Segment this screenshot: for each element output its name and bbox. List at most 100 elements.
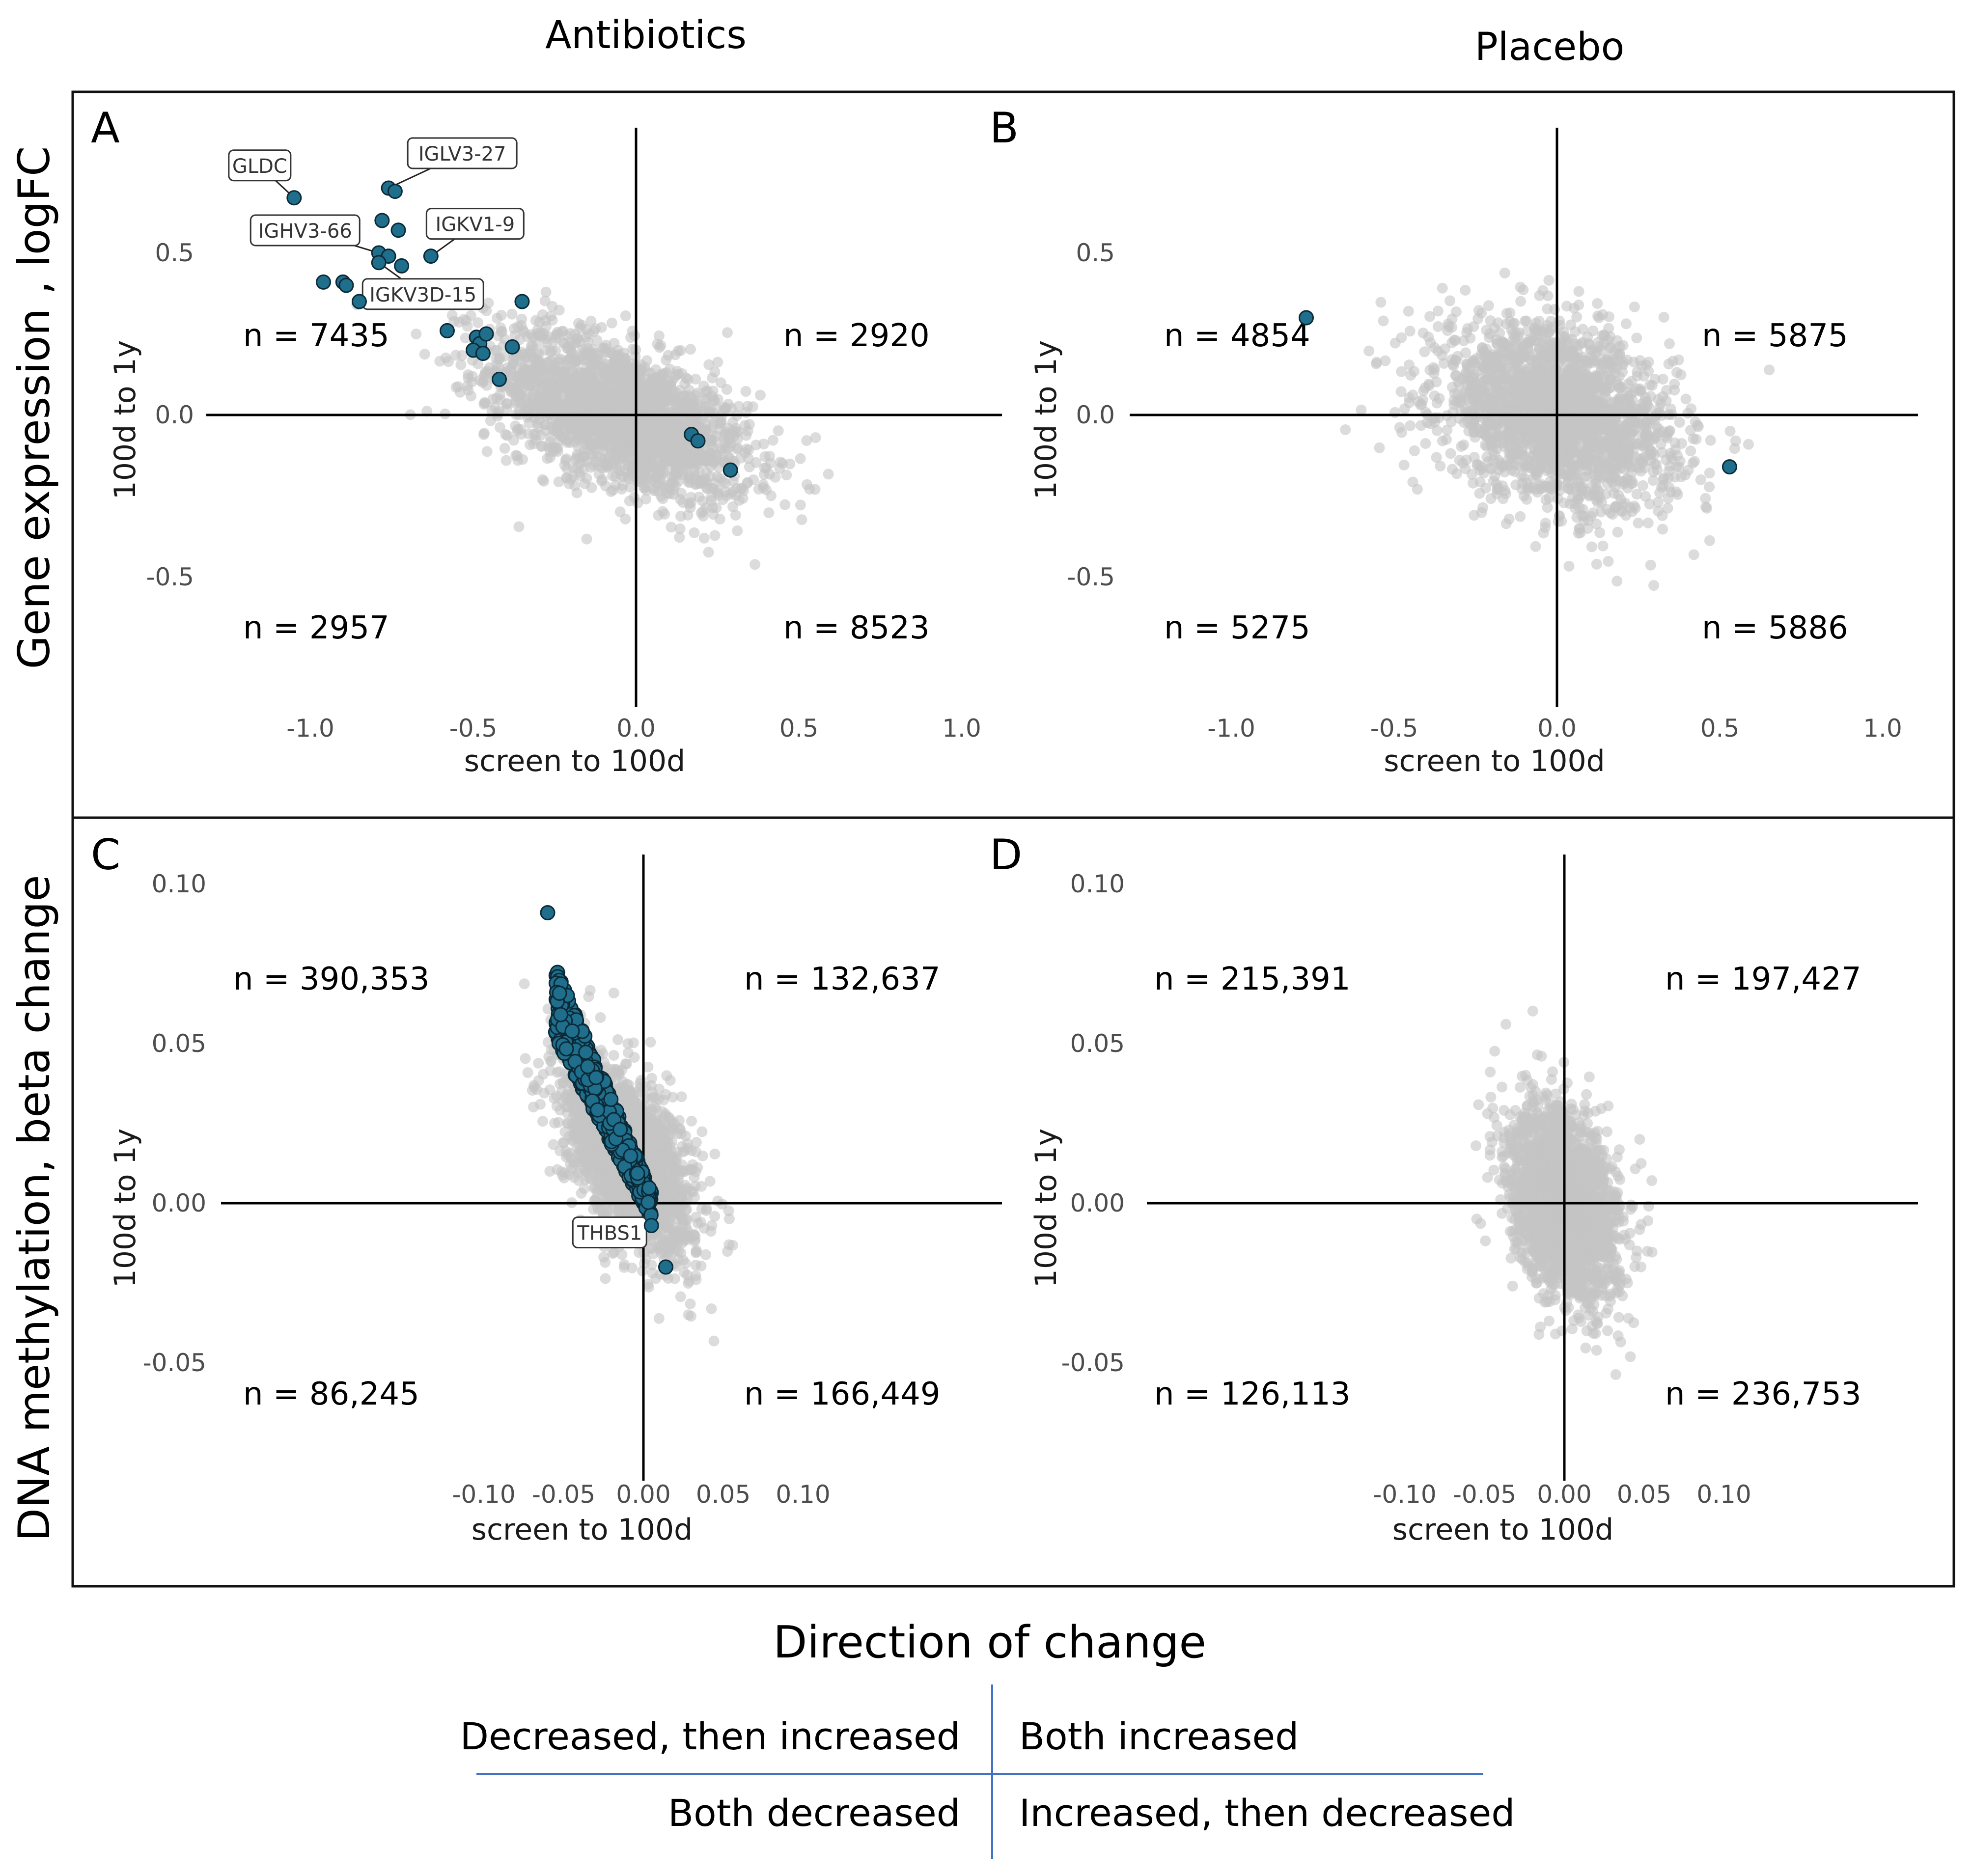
background-point [1585, 344, 1596, 356]
background-point [689, 527, 700, 538]
background-point [796, 514, 807, 525]
background-point [1546, 467, 1557, 478]
background-point [1468, 477, 1479, 489]
panel-b-x-tick-label: 0.0 [1537, 714, 1577, 743]
background-point [667, 416, 679, 428]
background-point [693, 399, 704, 410]
background-point [656, 443, 667, 454]
background-point [698, 532, 710, 544]
background-point [1592, 298, 1603, 309]
background-point [602, 460, 613, 471]
background-point [1686, 403, 1697, 414]
background-point [1700, 493, 1711, 504]
background-point [1603, 334, 1614, 346]
background-point [775, 456, 786, 468]
background-point [1730, 435, 1741, 446]
background-point [1573, 300, 1584, 310]
column-title-placebo: Placebo [1475, 25, 1625, 69]
background-point [632, 397, 643, 409]
background-point [1405, 420, 1416, 431]
panel-a-x-axis-label: screen to 100d [464, 744, 685, 778]
background-point [680, 452, 691, 463]
background-point [1515, 511, 1526, 522]
background-point [522, 1067, 533, 1078]
background-point [1688, 549, 1699, 560]
background-point [1650, 432, 1661, 443]
background-point [758, 439, 769, 450]
background-point [1586, 541, 1597, 552]
gene-label-iglv3-27: IGLV3-27 [418, 143, 506, 166]
highlighted-point [504, 339, 520, 355]
background-point [1607, 451, 1618, 463]
background-point [622, 471, 634, 483]
background-point [533, 402, 544, 413]
background-point [1705, 435, 1716, 446]
background-point [773, 425, 784, 437]
background-point [1616, 457, 1627, 469]
background-point [742, 478, 752, 489]
panel-a-y-tick-label: -0.5 [146, 563, 194, 591]
background-point [600, 388, 611, 399]
background-point [639, 482, 650, 494]
background-point [1534, 343, 1545, 355]
background-point [637, 387, 648, 399]
background-point [1562, 346, 1574, 357]
background-point [1614, 341, 1625, 352]
background-point [1607, 463, 1618, 474]
background-point [1637, 480, 1648, 491]
background-point [1550, 364, 1561, 376]
background-point [1564, 498, 1576, 510]
background-point [490, 353, 501, 364]
background-point [537, 474, 548, 485]
panel-a-x-tick-label: 0.0 [616, 714, 656, 743]
background-point [561, 453, 572, 465]
background-point [478, 429, 489, 440]
background-point [664, 483, 675, 494]
background-point [1496, 337, 1507, 349]
background-point [1380, 355, 1391, 366]
background-point [1648, 580, 1660, 591]
background-point [1594, 359, 1606, 370]
background-point [1529, 323, 1540, 334]
highlighted-point [390, 222, 406, 238]
background-point [1420, 438, 1431, 449]
background-point [1592, 310, 1604, 322]
background-point [523, 373, 534, 384]
background-point [1437, 435, 1448, 446]
background-point [1507, 382, 1518, 393]
background-point [695, 507, 707, 519]
background-point [1636, 398, 1647, 410]
background-point [611, 349, 623, 360]
background-point [1444, 295, 1455, 306]
background-point [1574, 524, 1585, 535]
background-point [1488, 349, 1499, 360]
background-point [541, 419, 552, 431]
background-point [1629, 417, 1640, 428]
background-point [1565, 484, 1577, 496]
background-point [1413, 396, 1424, 407]
panel-a-x-tick-label: 0.5 [779, 714, 819, 743]
highlighted-point [351, 294, 367, 309]
background-point [1641, 417, 1652, 428]
background-point [1431, 397, 1443, 409]
panel-a-count-bottom-left: n = 2957 [243, 610, 389, 646]
background-point [795, 453, 806, 464]
background-point [1594, 527, 1606, 538]
row-title-gene-expression: Gene expression , logFC [9, 146, 59, 669]
background-point [652, 486, 664, 497]
background-point [1687, 457, 1698, 469]
background-point [593, 469, 605, 480]
background-point [1462, 379, 1473, 390]
background-point [686, 1115, 697, 1127]
background-point [1559, 433, 1571, 444]
background-point [1419, 346, 1430, 358]
background-point [613, 461, 625, 471]
panel-b-count-bottom-right: n = 5886 [1702, 610, 1848, 646]
background-point [1664, 482, 1675, 493]
background-point [1500, 518, 1512, 529]
background-point [750, 559, 761, 570]
background-point [573, 332, 583, 344]
background-point [1488, 455, 1499, 466]
background-point [530, 315, 541, 326]
background-point [659, 385, 670, 396]
